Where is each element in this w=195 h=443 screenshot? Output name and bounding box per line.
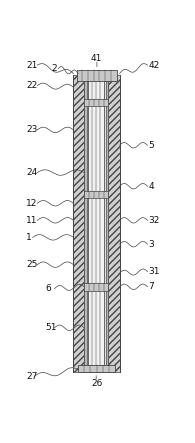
Text: 32: 32: [148, 216, 160, 225]
Bar: [106, 75, 108, 372]
Bar: [73, 75, 84, 372]
Text: 6: 6: [45, 284, 51, 293]
Bar: [84, 75, 87, 372]
Text: 3: 3: [148, 240, 154, 249]
Bar: [84, 283, 108, 291]
Bar: [76, 70, 117, 81]
Text: 42: 42: [148, 61, 160, 70]
Bar: [104, 75, 106, 372]
Text: 26: 26: [91, 378, 102, 388]
Bar: [88, 75, 104, 372]
Text: 2: 2: [51, 64, 57, 73]
Text: 41: 41: [91, 54, 102, 63]
Text: 23: 23: [26, 125, 37, 134]
Text: 25: 25: [26, 260, 37, 269]
Text: 31: 31: [148, 267, 160, 276]
Text: 21: 21: [26, 61, 37, 70]
Text: 7: 7: [148, 282, 154, 291]
Text: 51: 51: [45, 323, 57, 332]
Text: 1: 1: [26, 233, 32, 242]
Text: 22: 22: [26, 81, 37, 90]
Bar: [87, 75, 88, 372]
Text: 11: 11: [26, 216, 37, 225]
Text: 27: 27: [26, 372, 37, 381]
Text: 5: 5: [148, 141, 154, 150]
Bar: [84, 191, 108, 198]
Bar: [84, 99, 108, 106]
Bar: [78, 365, 115, 372]
Text: 12: 12: [26, 199, 37, 208]
Bar: [108, 75, 120, 372]
Text: 4: 4: [148, 182, 154, 190]
Text: 24: 24: [26, 168, 37, 177]
